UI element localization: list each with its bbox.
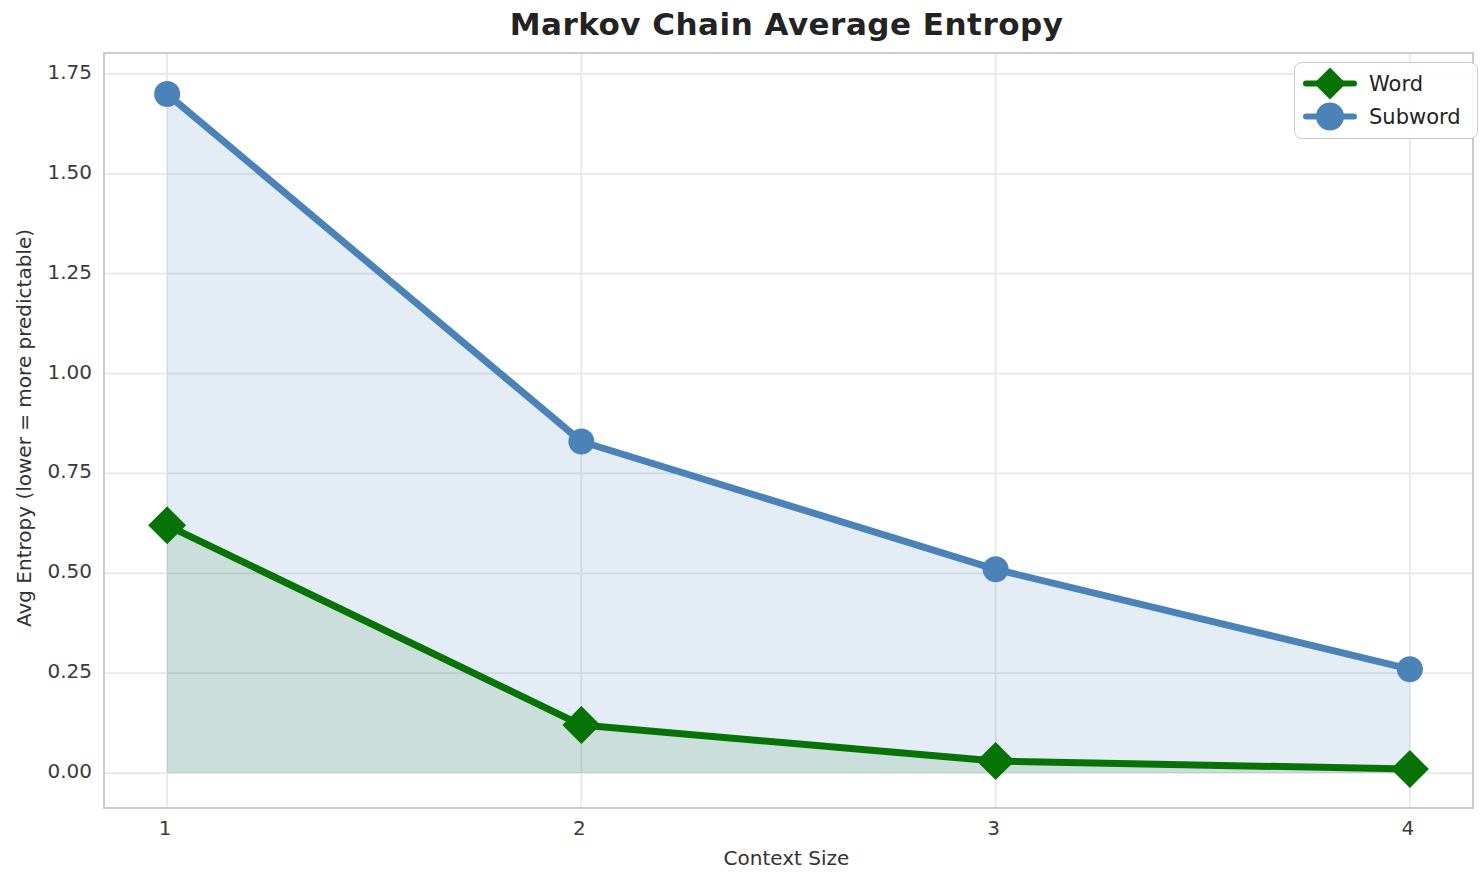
legend-item-subword: Subword bbox=[1303, 101, 1461, 132]
legend-label-subword: Subword bbox=[1369, 105, 1461, 129]
y-tick-label: 0.75 bbox=[30, 460, 92, 482]
marker-subword-1 bbox=[154, 81, 180, 107]
y-tick-label: 0.00 bbox=[30, 760, 92, 782]
legend-diamond-sample bbox=[1314, 68, 1346, 99]
plot-area bbox=[103, 52, 1474, 809]
legend: Word Subword bbox=[1294, 62, 1478, 139]
y-tick-label: 0.50 bbox=[30, 560, 92, 582]
x-tick-label: 1 bbox=[135, 817, 195, 839]
y-tick-label: 1.50 bbox=[30, 161, 92, 183]
marker-subword-2 bbox=[568, 428, 594, 454]
chart-title: Markov Chain Average Entropy bbox=[103, 6, 1470, 42]
marker-subword-4 bbox=[1397, 656, 1423, 682]
y-axis-label-text: Avg Entropy (lower = more predictable) bbox=[12, 229, 36, 627]
y-tick-label: 1.25 bbox=[30, 261, 92, 283]
figure: Markov Chain Average Entropy 0.00 0.25 0.5… bbox=[0, 0, 1484, 885]
area-fill-subword bbox=[167, 94, 1410, 773]
x-tick-label: 2 bbox=[549, 817, 609, 839]
marker-subword-3 bbox=[983, 556, 1009, 582]
plot-canvas bbox=[105, 54, 1472, 807]
y-tick-label: 1.75 bbox=[30, 61, 92, 83]
word-diamond-marker-icon bbox=[1303, 68, 1357, 99]
legend-circle-sample bbox=[1316, 103, 1344, 131]
y-tick-label: 0.25 bbox=[30, 660, 92, 682]
legend-item-word: Word bbox=[1303, 68, 1461, 99]
subword-circle-marker-icon bbox=[1303, 101, 1357, 132]
x-tick-label: 4 bbox=[1378, 817, 1438, 839]
x-tick-label: 3 bbox=[964, 817, 1024, 839]
legend-label-word: Word bbox=[1369, 72, 1423, 96]
x-axis-label: Context Size bbox=[103, 846, 1470, 870]
y-tick-label: 1.00 bbox=[30, 361, 92, 383]
